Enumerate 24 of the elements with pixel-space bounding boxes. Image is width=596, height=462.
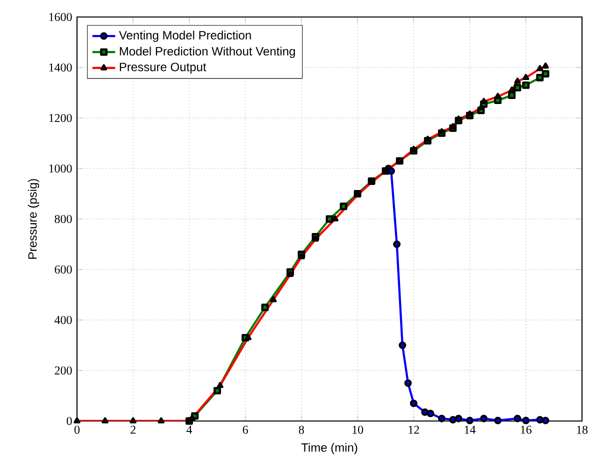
- y-tick-label: 1400: [49, 63, 72, 72]
- y-axis-title: Pressure (psig): [28, 179, 40, 259]
- y-tick-label: 1200: [49, 114, 72, 122]
- legend-label: Venting Model Prediction: [118, 30, 251, 42]
- x-tick-label: 2: [130, 426, 136, 434]
- x-tick-label: 8: [298, 426, 304, 434]
- legend-label: Pressure Output: [120, 62, 206, 74]
- x-tick-label: 14: [464, 426, 476, 434]
- y-tick-label: 1000: [49, 164, 72, 173]
- y-tick-label: 1600: [49, 12, 72, 22]
- y-tick-label: 200: [54, 366, 72, 375]
- x-tick-label: 6: [242, 426, 248, 434]
- x-tick-label: 18: [577, 426, 588, 434]
- x-axis-title: Time (min): [301, 442, 358, 454]
- y-tick-label: 0: [66, 416, 72, 426]
- x-tick-label: 4: [186, 426, 192, 434]
- y-tick-label: 800: [54, 214, 72, 224]
- y-tick-label: 400: [54, 316, 72, 324]
- y-tick-label: 600: [54, 265, 72, 274]
- legend-label: Model Prediction Without Venting: [120, 46, 295, 58]
- x-tick-label: 10: [352, 426, 364, 434]
- x-tick-label: 16: [520, 426, 532, 434]
- x-tick-label: 12: [408, 426, 419, 434]
- x-tick-label: 0: [74, 426, 80, 434]
